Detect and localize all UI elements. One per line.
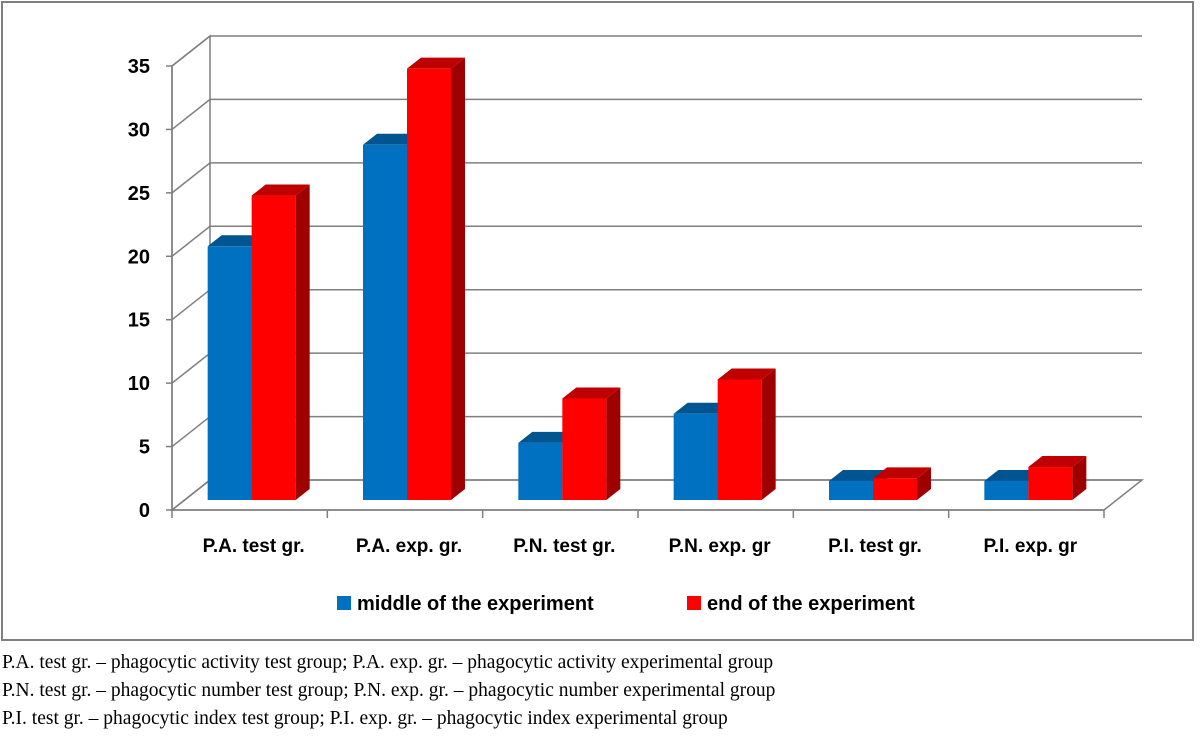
bar-top [873,467,931,479]
y-tick-label: 30 [128,119,150,141]
bar [873,467,931,500]
bar-top [251,184,310,196]
gridline [171,35,1142,67]
bar-front [717,379,762,500]
bar-front [1028,467,1073,500]
bar-chart: 0 5 10 15 20 25 30 35 P.A. test gr. P.A. exp. gr.… [128,34,1145,615]
x-category-label: P.I. test gr. [828,536,922,557]
bar-top [562,387,621,399]
gridline [171,98,1142,131]
bar-front [829,480,873,500]
bar-front [673,413,718,500]
y-axis: 0 5 10 15 20 25 30 35 [128,56,173,522]
bar [251,184,310,501]
bar-front [518,442,563,500]
bar-front [251,195,296,501]
y-tick-label: 5 [139,437,150,459]
y-tick-label: 25 [128,183,150,205]
y-tick-label: 15 [128,310,150,332]
legend: middle of the experiment end of the exper… [337,593,915,615]
x-category-label: P.A. exp. gr. [356,536,462,557]
bar-top [207,235,266,247]
legend-label: end of the experiment [707,593,915,615]
bar-front [562,398,607,500]
bar-side [295,184,310,501]
x-category-label: P.N. exp. gr [669,536,772,557]
bar-top [407,57,465,69]
bar-top [1028,456,1087,468]
bar-front [407,68,451,500]
footnote-line: P.I. test gr. – phagocytic index test gr… [2,708,728,729]
y-tick-label: 20 [128,246,150,268]
bar-side [606,387,621,500]
bar [717,368,776,500]
bar [1028,456,1087,500]
legend-label: middle of the experiment [357,593,594,615]
bar-top [518,431,577,443]
plot-walls [169,34,1145,512]
gridlines [171,35,1142,511]
footnote-line: P.N. test gr. – phagocytic number test g… [2,680,776,701]
bar [562,387,621,500]
bar-side [761,368,776,500]
gridline [171,162,1142,194]
gridline [171,225,1142,257]
bar-top [363,133,421,145]
gridline [171,415,1142,448]
bar-front [984,480,1029,500]
bar-side [917,467,931,500]
bar-top [829,469,887,481]
bar-front [207,246,252,500]
legend-item: middle of the experiment [337,593,594,615]
bar-side [1072,456,1087,500]
footnotes: P.A. test gr. – phagocytic activity test… [2,649,1198,733]
side-wall [171,34,211,512]
bar-top [984,469,1043,481]
x-category-label: P.I. exp. gr [984,536,1078,557]
x-axis: P.A. test gr. P.A. exp. gr. P.N. test gr. P… [171,509,1105,557]
bar [407,57,465,500]
bars [207,57,1087,501]
bar-side [451,57,465,500]
bar-top [673,402,732,414]
legend-swatch [337,596,351,610]
y-tick-label: 10 [128,373,150,395]
gridline [171,352,1142,384]
legend-swatch [687,596,701,610]
x-category-label: P.A. test gr. [203,536,305,557]
x-category-label: P.N. test gr. [513,536,615,557]
bar-top [717,368,776,380]
bar-front [363,144,407,501]
gridline [171,288,1142,321]
bar-front [873,478,917,500]
legend-item: end of the experiment [687,593,915,615]
footnote-line: P.A. test gr. – phagocytic activity test… [2,652,774,673]
y-tick-label: 35 [128,56,150,78]
y-tick-label: 0 [139,500,150,522]
